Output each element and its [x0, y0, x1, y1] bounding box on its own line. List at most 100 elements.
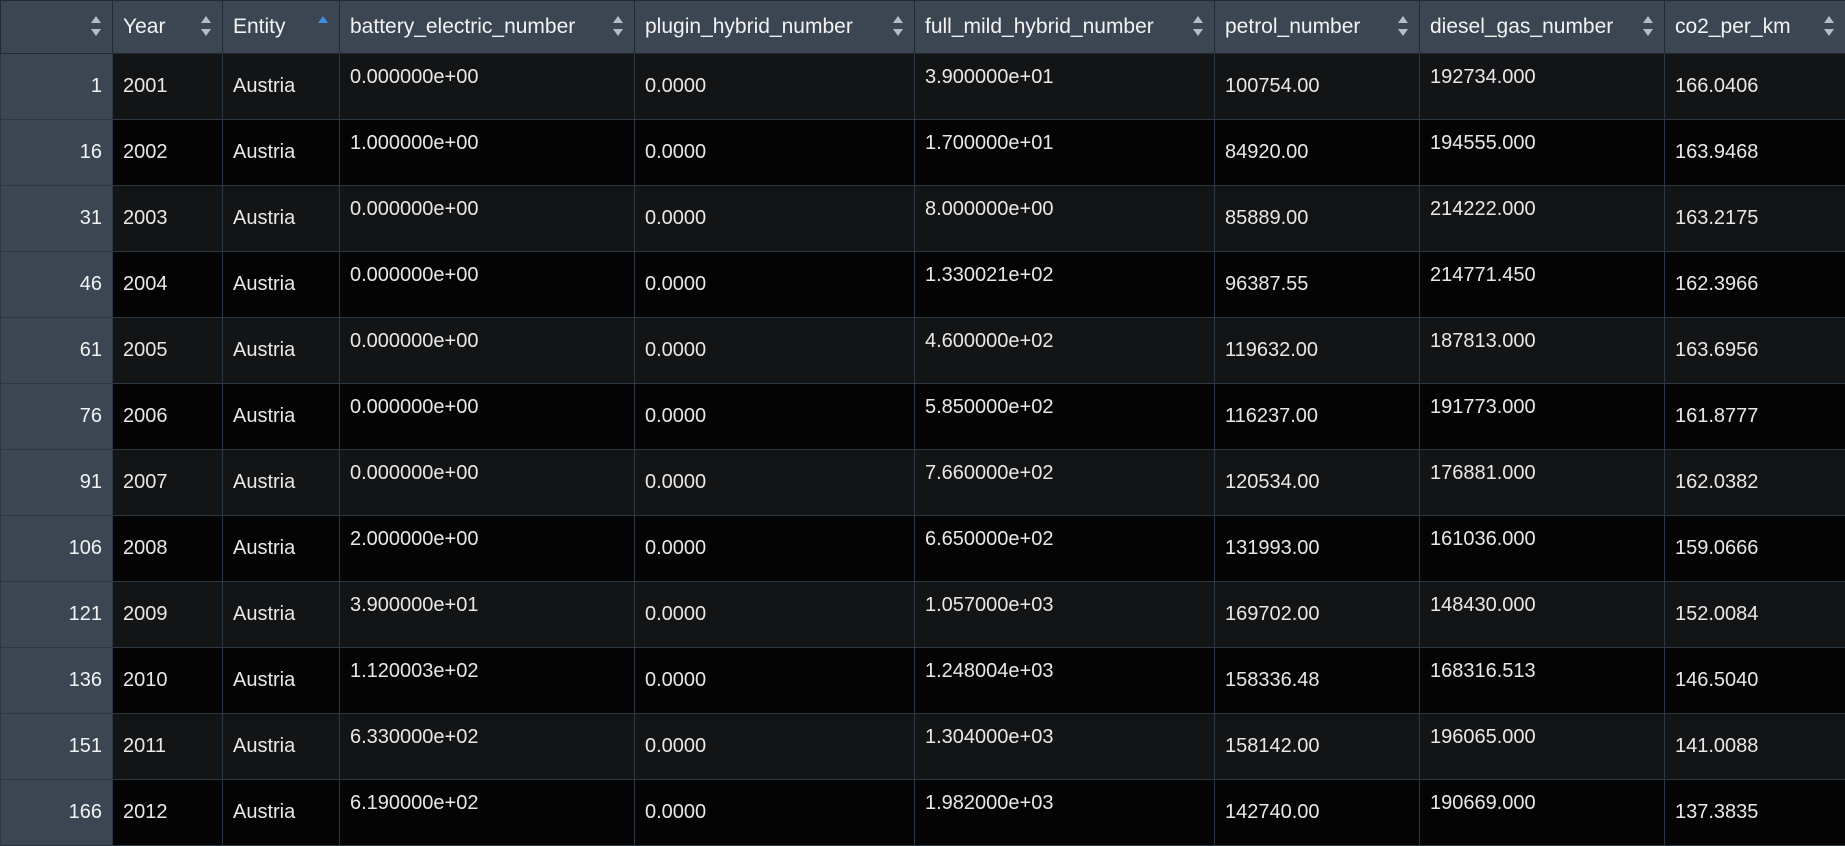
cell-petrol-number: 120534.00 [1215, 450, 1420, 516]
cell-year: 2011 [113, 714, 223, 780]
row-index: 61 [1, 318, 113, 384]
cell-petrol-number: 131993.00 [1215, 516, 1420, 582]
sort-ascending-icon[interactable] [317, 15, 329, 37]
cell-plugin-hybrid-number: 0.0000 [635, 186, 915, 252]
cell-diesel-gas-number: 187813.000 [1420, 318, 1665, 384]
cell-co2-per-km: 146.5040 [1665, 648, 1845, 714]
cell-entity: Austria [223, 318, 340, 384]
cell-diesel-gas-number: 191773.000 [1420, 384, 1665, 450]
cell-year: 2008 [113, 516, 223, 582]
cell-battery-electric-number: 0.000000e+00 [340, 384, 635, 450]
cell-full-mild-hybrid-number: 4.600000e+02 [915, 318, 1215, 384]
cell-battery-electric-number: 0.000000e+00 [340, 186, 635, 252]
column-header-label: Entity [233, 15, 286, 38]
cell-entity: Austria [223, 384, 340, 450]
cell-plugin-hybrid-number: 0.0000 [635, 384, 915, 450]
cell-plugin-hybrid-number: 0.0000 [635, 516, 915, 582]
cell-battery-electric-number: 3.900000e+01 [340, 582, 635, 648]
sort-icon[interactable] [612, 15, 624, 37]
cell-battery-electric-number: 0.000000e+00 [340, 252, 635, 318]
cell-full-mild-hybrid-number: 1.304000e+03 [915, 714, 1215, 780]
row-index: 46 [1, 252, 113, 318]
cell-diesel-gas-number: 196065.000 [1420, 714, 1665, 780]
sort-icon[interactable] [892, 15, 904, 37]
sort-icon[interactable] [1823, 15, 1835, 37]
cell-petrol-number: 84920.00 [1215, 120, 1420, 186]
column-header-plugin-hybrid-number[interactable]: plugin_hybrid_number [635, 1, 915, 54]
cell-full-mild-hybrid-number: 1.982000e+03 [915, 780, 1215, 846]
cell-co2-per-km: 163.9468 [1665, 120, 1845, 186]
cell-year: 2012 [113, 780, 223, 846]
row-index: 76 [1, 384, 113, 450]
sort-icon[interactable] [1397, 15, 1409, 37]
row-index: 151 [1, 714, 113, 780]
cell-plugin-hybrid-number: 0.0000 [635, 714, 915, 780]
sort-icon[interactable] [200, 15, 212, 37]
cell-entity: Austria [223, 120, 340, 186]
column-header-full-mild-hybrid-number[interactable]: full_mild_hybrid_number [915, 1, 1215, 54]
cell-petrol-number: 169702.00 [1215, 582, 1420, 648]
cell-co2-per-km: 137.3835 [1665, 780, 1845, 846]
column-header-label: petrol_number [1225, 15, 1360, 38]
cell-plugin-hybrid-number: 0.0000 [635, 252, 915, 318]
row-index: 106 [1, 516, 113, 582]
cell-petrol-number: 158336.48 [1215, 648, 1420, 714]
cell-year: 2010 [113, 648, 223, 714]
cell-co2-per-km: 163.6956 [1665, 318, 1845, 384]
column-header-label: diesel_gas_number [1430, 15, 1613, 38]
column-header-year[interactable]: Year [113, 1, 223, 54]
cell-battery-electric-number: 0.000000e+00 [340, 54, 635, 120]
column-header-co2-per-km[interactable]: co2_per_km [1665, 1, 1845, 54]
sort-icon[interactable] [1192, 15, 1204, 37]
cell-plugin-hybrid-number: 0.0000 [635, 450, 915, 516]
cell-plugin-hybrid-number: 0.0000 [635, 780, 915, 846]
cell-battery-electric-number: 6.190000e+02 [340, 780, 635, 846]
cell-year: 2002 [113, 120, 223, 186]
cell-diesel-gas-number: 214222.000 [1420, 186, 1665, 252]
row-index: 1 [1, 54, 113, 120]
cell-battery-electric-number: 6.330000e+02 [340, 714, 635, 780]
column-header-index[interactable] [1, 1, 113, 54]
cell-diesel-gas-number: 161036.000 [1420, 516, 1665, 582]
sort-icon[interactable] [90, 15, 102, 37]
column-header-label: co2_per_km [1675, 15, 1791, 38]
cell-plugin-hybrid-number: 0.0000 [635, 54, 915, 120]
column-header-entity[interactable]: Entity [223, 1, 340, 54]
cell-co2-per-km: 152.0084 [1665, 582, 1845, 648]
column-header-battery-electric-number[interactable]: battery_electric_number [340, 1, 635, 54]
cell-battery-electric-number: 2.000000e+00 [340, 516, 635, 582]
cell-petrol-number: 96387.55 [1215, 252, 1420, 318]
cell-year: 2005 [113, 318, 223, 384]
sort-icon[interactable] [1642, 15, 1654, 37]
cell-petrol-number: 100754.00 [1215, 54, 1420, 120]
column-header-petrol-number[interactable]: petrol_number [1215, 1, 1420, 54]
column-header-label: Year [123, 15, 165, 38]
cell-diesel-gas-number: 148430.000 [1420, 582, 1665, 648]
column-header-diesel-gas-number[interactable]: diesel_gas_number [1420, 1, 1665, 54]
cell-year: 2004 [113, 252, 223, 318]
cell-plugin-hybrid-number: 0.0000 [635, 120, 915, 186]
cell-petrol-number: 158142.00 [1215, 714, 1420, 780]
cell-full-mild-hybrid-number: 6.650000e+02 [915, 516, 1215, 582]
cell-battery-electric-number: 1.120003e+02 [340, 648, 635, 714]
cell-year: 2007 [113, 450, 223, 516]
cell-entity: Austria [223, 450, 340, 516]
cell-co2-per-km: 159.0666 [1665, 516, 1845, 582]
row-index: 16 [1, 120, 113, 186]
cell-plugin-hybrid-number: 0.0000 [635, 318, 915, 384]
